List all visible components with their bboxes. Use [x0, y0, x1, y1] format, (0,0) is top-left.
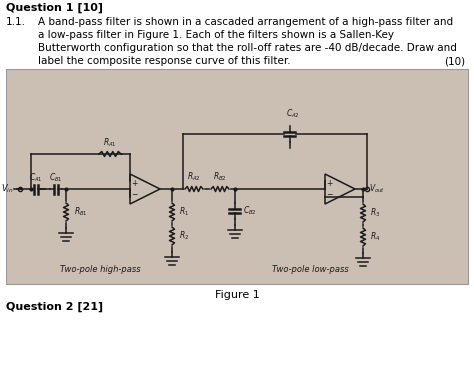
- Text: Two-pole low-pass: Two-pole low-pass: [272, 265, 348, 273]
- Text: $C_{A1}$: $C_{A1}$: [29, 172, 43, 184]
- Text: $R_{B1}$: $R_{B1}$: [74, 206, 88, 218]
- Text: A band-pass filter is shown in a cascaded arrangement of a high-pass filter and: A band-pass filter is shown in a cascade…: [38, 17, 453, 27]
- Text: $R_3$: $R_3$: [370, 207, 380, 219]
- Text: $R_{B2}$: $R_{B2}$: [213, 170, 227, 183]
- Text: −: −: [326, 190, 332, 200]
- Text: $V_{in}$: $V_{in}$: [1, 183, 14, 195]
- Text: $R_1$: $R_1$: [179, 206, 189, 218]
- Text: Figure 1: Figure 1: [215, 290, 259, 300]
- Text: $C_{B2}$: $C_{B2}$: [243, 205, 257, 217]
- Text: $R_{A2}$: $R_{A2}$: [187, 170, 201, 183]
- Text: $V_{out}$: $V_{out}$: [369, 183, 385, 195]
- Text: $R_{A1}$: $R_{A1}$: [103, 136, 117, 149]
- Text: a low-pass filter in Figure 1. Each of the filters shown is a Sallen-Key: a low-pass filter in Figure 1. Each of t…: [38, 30, 394, 40]
- Text: $R_4$: $R_4$: [370, 231, 380, 243]
- Text: +: +: [326, 179, 332, 187]
- Text: +: +: [131, 179, 137, 187]
- Text: $R_2$: $R_2$: [179, 230, 189, 242]
- Text: Question 2 [21]: Question 2 [21]: [6, 302, 103, 312]
- Text: label the composite response curve of this filter.: label the composite response curve of th…: [38, 56, 291, 66]
- Text: Question 1 [10]: Question 1 [10]: [6, 3, 103, 13]
- Text: 1.1.: 1.1.: [6, 17, 26, 27]
- Bar: [6, 69, 468, 284]
- Text: (10): (10): [444, 56, 465, 66]
- Text: Two-pole high-pass: Two-pole high-pass: [60, 265, 140, 273]
- Text: Butterworth configuration so that the roll-off rates are -40 dB/decade. Draw and: Butterworth configuration so that the ro…: [38, 43, 457, 53]
- Text: $C_{B1}$: $C_{B1}$: [49, 172, 63, 184]
- Text: $C_{A2}$: $C_{A2}$: [286, 108, 300, 120]
- Text: −: −: [131, 190, 137, 200]
